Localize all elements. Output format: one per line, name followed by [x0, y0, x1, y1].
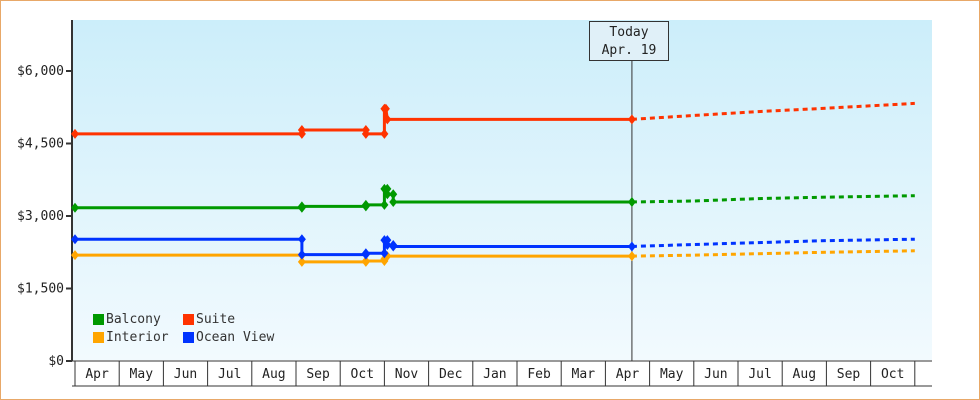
data-point-suite — [381, 103, 390, 114]
data-point-balcony — [383, 189, 392, 200]
x-tick-label: Apr — [616, 367, 640, 382]
x-tick-label: Jun — [174, 367, 197, 382]
legend-label: Interior — [106, 330, 169, 345]
legend-item-balcony: Balcony — [93, 312, 183, 327]
series-forecast-suite — [631, 101, 915, 121]
x-tick-label: Oct — [881, 367, 904, 382]
x-tick-label: Jul — [218, 367, 241, 382]
legend-swatch — [183, 314, 194, 325]
legend-item-ocean-view: Ocean View — [183, 330, 293, 345]
plot-area — [72, 20, 932, 360]
data-point-suite — [297, 124, 306, 135]
y-tick-label: $1,500 — [17, 282, 64, 297]
data-point-ocean-view — [297, 249, 306, 260]
x-tick-label: Oct — [351, 367, 374, 382]
y-tick-label: $6,000 — [17, 64, 64, 79]
data-point-ocean-view — [71, 234, 79, 245]
series-forecast-interior — [631, 249, 915, 258]
series-forecast-ocean-view — [631, 237, 915, 248]
data-point-suite — [383, 114, 392, 125]
data-point-suite — [361, 128, 370, 139]
x-tick-label: Dec — [439, 367, 462, 382]
x-tick-label: Jul — [748, 367, 771, 382]
data-point-interior — [627, 251, 636, 262]
data-point-balcony — [71, 202, 79, 213]
data-point-interior — [297, 256, 306, 267]
x-tick-label: Sep — [306, 367, 330, 382]
legend-swatch — [93, 314, 104, 325]
x-tick-label: Aug — [793, 367, 816, 382]
legend-label: Suite — [196, 312, 236, 327]
data-point-ocean-view — [627, 241, 636, 252]
today-date: Apr. 19 — [601, 43, 657, 58]
data-point-balcony — [380, 199, 389, 210]
y-tick-label: $3,000 — [17, 209, 64, 224]
data-point-balcony — [627, 196, 636, 207]
data-point-suite — [71, 128, 79, 139]
legend-swatch — [93, 332, 104, 343]
legend-swatch — [183, 332, 194, 343]
data-point-interior — [71, 250, 79, 261]
y-tick-label: $4,500 — [17, 137, 64, 152]
legend: Balcony Suite Interior Ocean View — [93, 312, 293, 345]
x-tick-label: Feb — [527, 367, 551, 382]
x-tick-label: Sep — [837, 367, 861, 382]
x-tick-label: Aug — [262, 367, 285, 382]
legend-label: Balcony — [106, 312, 161, 327]
data-point-balcony — [383, 183, 392, 194]
x-tick-label: Mar — [572, 367, 596, 382]
data-point-ocean-view — [383, 240, 392, 250]
data-point-balcony — [389, 196, 398, 207]
data-point-ocean-view — [297, 234, 306, 245]
data-point-balcony — [297, 201, 306, 212]
legend-item-suite: Suite — [183, 312, 293, 327]
x-tick-label: Nov — [395, 367, 419, 382]
legend-label: Ocean View — [196, 330, 275, 345]
x-tick-label: May — [130, 367, 154, 382]
data-point-balcony — [361, 199, 370, 210]
x-tick-label: Apr — [85, 367, 109, 382]
data-point-suite — [627, 114, 636, 125]
legend-item-interior: Interior — [93, 330, 183, 345]
data-point-interior — [361, 255, 370, 266]
series-forecast-balcony — [631, 194, 915, 204]
data-point-ocean-view — [389, 241, 398, 252]
x-axis: Apr May Jun Jul Aug Sep Oct Nov Dec Jan Feb Mar Apr M… — [72, 360, 932, 387]
y-axis: $0 $1,500 $3,000 $4,500 $6,000 — [17, 20, 73, 369]
x-tick-label: May — [660, 367, 684, 382]
data-point-balcony — [389, 189, 398, 200]
data-point-ocean-view — [361, 248, 370, 259]
today-label: Today Apr. 19 — [589, 21, 669, 61]
data-point-suite — [380, 128, 389, 139]
x-tick-label: Jan — [483, 367, 506, 382]
series-group — [71, 101, 915, 267]
data-point-ocean-view — [380, 248, 389, 259]
today-title: Today — [609, 25, 649, 40]
y-tick-label: $0 — [48, 354, 64, 369]
x-tick-label: Jun — [704, 367, 727, 382]
